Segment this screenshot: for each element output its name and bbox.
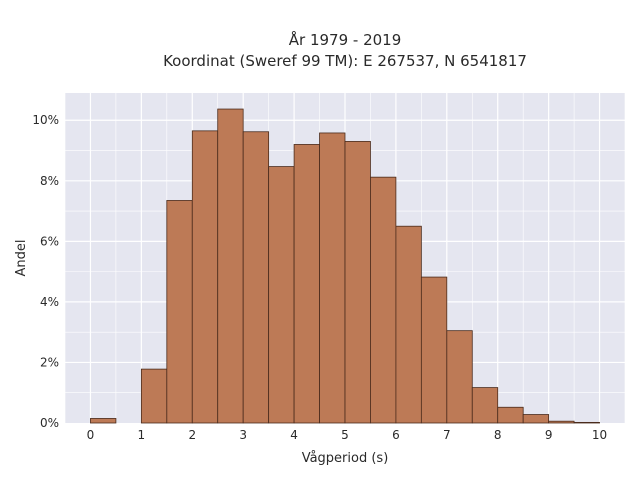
histogram-bar bbox=[471, 387, 499, 424]
histogram-bar bbox=[293, 144, 320, 424]
histogram-bar bbox=[548, 420, 575, 424]
x-tick-label: 2 bbox=[188, 428, 196, 442]
bars bbox=[90, 108, 600, 424]
histogram-bar bbox=[573, 421, 600, 424]
y-tick-label: 4% bbox=[40, 295, 59, 309]
histogram-bar bbox=[344, 141, 371, 424]
histogram-bar bbox=[140, 368, 168, 424]
histogram-bar bbox=[191, 130, 219, 424]
x-tick-label: 7 bbox=[443, 428, 451, 442]
y-tick-label: 8% bbox=[40, 174, 59, 188]
y-tick-label: 0% bbox=[40, 416, 59, 430]
histogram-bar bbox=[217, 108, 244, 424]
histogram-bar bbox=[268, 166, 295, 424]
histogram-bar bbox=[522, 414, 550, 424]
y-tick-label: 6% bbox=[40, 234, 59, 248]
x-axis-ticks: 0 1 2 3 4 5 6 7 8 9 10 bbox=[87, 428, 608, 442]
x-axis-label: Vågperiod (s) bbox=[302, 451, 389, 466]
x-tick-label: 5 bbox=[341, 428, 349, 442]
x-tick-label: 8 bbox=[494, 428, 502, 442]
x-tick-label: 9 bbox=[545, 428, 553, 442]
histogram-bar bbox=[90, 418, 117, 424]
histogram-bar bbox=[497, 406, 524, 424]
x-tick-label: 4 bbox=[290, 428, 298, 442]
y-tick-label: 10% bbox=[32, 113, 59, 127]
y-tick-label: 2% bbox=[40, 355, 59, 369]
y-axis-label: Andel bbox=[14, 240, 29, 277]
histogram-bar bbox=[370, 176, 397, 424]
x-tick-label: 1 bbox=[138, 428, 146, 442]
histogram-bar bbox=[395, 225, 422, 424]
x-tick-label: 3 bbox=[239, 428, 247, 442]
x-tick-label: 6 bbox=[392, 428, 400, 442]
chart-title-line2: Koordinat (Sweref 99 TM): E 267537, N 65… bbox=[163, 52, 527, 70]
histogram-bar bbox=[166, 200, 193, 424]
histogram-bar bbox=[242, 131, 270, 424]
x-tick-label: 10 bbox=[592, 428, 607, 442]
chart-title-line1: År 1979 - 2019 bbox=[289, 30, 402, 49]
histogram-bar bbox=[319, 132, 346, 424]
histogram-bar bbox=[446, 330, 473, 424]
histogram-bar bbox=[420, 276, 448, 424]
x-tick-label: 0 bbox=[87, 428, 95, 442]
y-axis-ticks: 0% 2% 4% 6% 8% 10% bbox=[32, 113, 59, 430]
